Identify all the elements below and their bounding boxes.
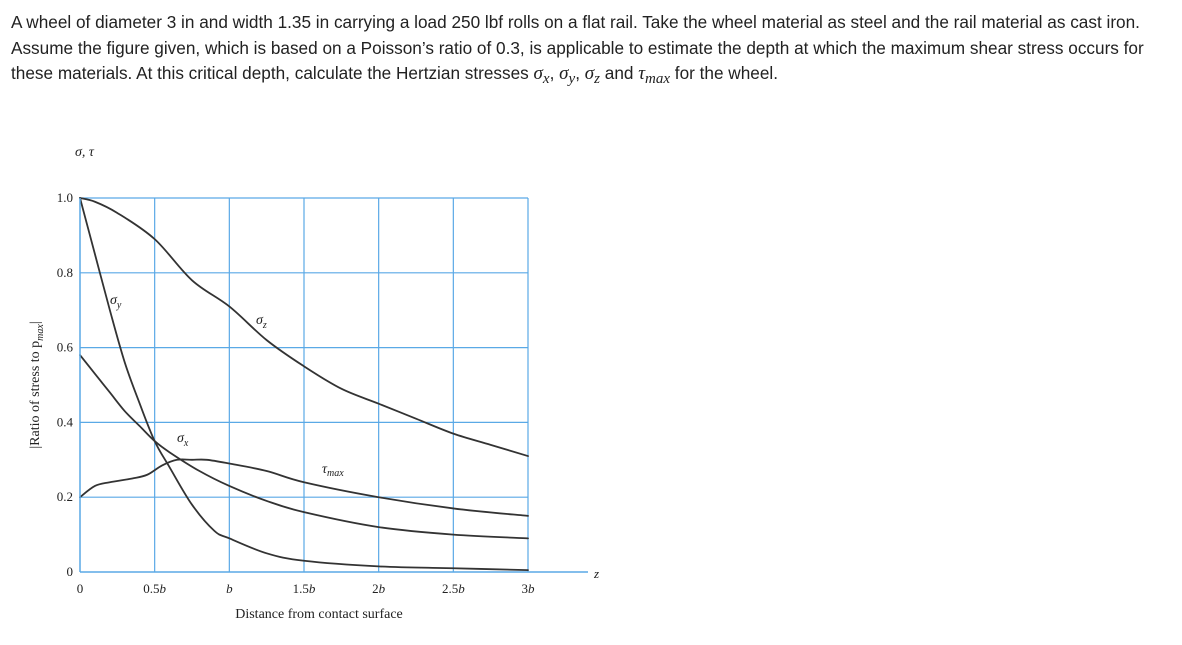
y-tick-label-2: 0.4 bbox=[57, 414, 74, 429]
x-tick-label-2: b bbox=[226, 581, 233, 596]
x-tick-label-6: 3b bbox=[522, 581, 536, 596]
x-tick-label-0: 0 bbox=[77, 581, 84, 596]
sigma-x-symbol: σx bbox=[533, 63, 550, 87]
problem-statement: A wheel of diameter 3 in and width 1.35 … bbox=[11, 12, 1144, 87]
series-line-z bbox=[79, 197, 529, 457]
chart-curves bbox=[79, 197, 529, 572]
z-axis-label: z bbox=[593, 566, 599, 581]
tau-max-symbol: τmax bbox=[638, 63, 671, 87]
problem-text: A wheel of diameter 3 in and width 1.35 … bbox=[11, 12, 1144, 83]
y-tick-label-0: 0 bbox=[67, 564, 74, 579]
series-line-max bbox=[79, 458, 529, 517]
series-line-x bbox=[79, 354, 529, 540]
sigma-z-symbol: σz bbox=[584, 63, 600, 87]
chart-grid bbox=[80, 197, 529, 572]
x-axis-label: Distance from contact surface bbox=[235, 607, 403, 622]
y-tick-label-1: 0.2 bbox=[57, 489, 73, 504]
chart-axes bbox=[79, 198, 588, 573]
label-sigma-z: σz bbox=[256, 313, 267, 331]
y-axis-label: |Ratio of stress to pmax| bbox=[28, 321, 46, 448]
y-axis-top-label: σ, τ bbox=[75, 145, 95, 160]
x-tick-label-4: 2b bbox=[372, 581, 386, 596]
y-tick-label-4: 0.8 bbox=[57, 265, 73, 280]
chart-tick-labels: 0 0.5b b 1.5b 2b 2.5b 3b 0 0.2 0.4 0.6 0.8 1.0 bbox=[57, 190, 535, 596]
series-line-y bbox=[79, 197, 529, 572]
label-sigma-x: σx bbox=[177, 431, 189, 449]
y-tick-label-5: 1.0 bbox=[57, 190, 73, 205]
label-sigma-y: σy bbox=[110, 293, 122, 311]
label-tau-max: τmax bbox=[322, 462, 344, 479]
y-tick-label-3: 0.6 bbox=[57, 340, 74, 355]
x-tick-label-5: 2.5b bbox=[442, 581, 465, 596]
x-tick-label-1: 0.5b bbox=[143, 581, 166, 596]
sigma-y-symbol: σy bbox=[559, 63, 576, 87]
x-tick-label-3: 1.5b bbox=[293, 581, 316, 596]
